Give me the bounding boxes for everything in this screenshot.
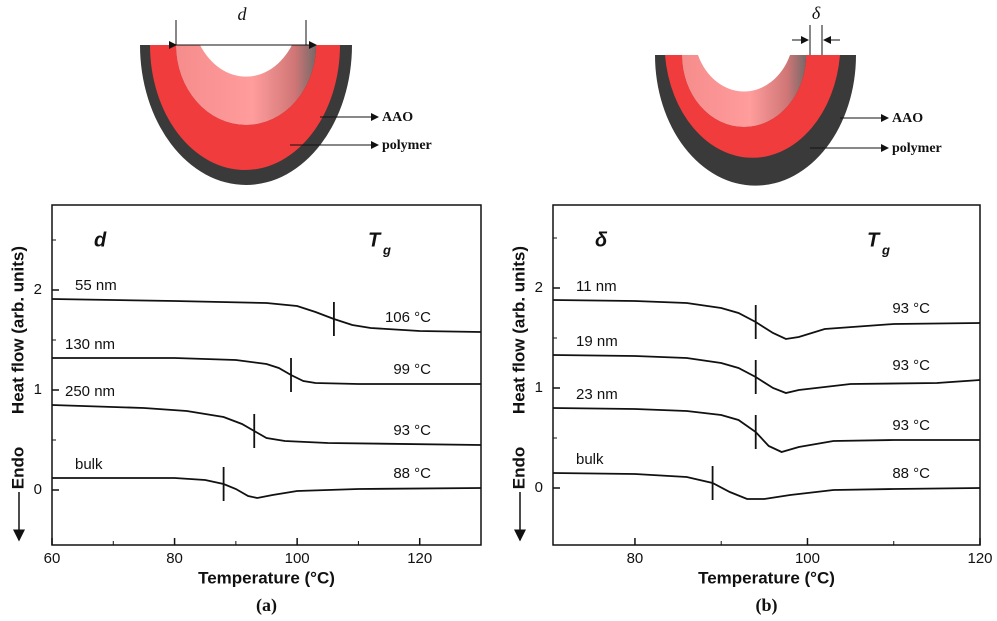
tube-diagram-a — [140, 20, 379, 185]
curve — [552, 354, 981, 394]
tg-header: T — [867, 229, 881, 251]
series-label: bulk — [75, 456, 103, 473]
x-tick-label: 100 — [795, 550, 820, 567]
y-tick-label: 1 — [535, 379, 543, 396]
curve — [52, 477, 482, 499]
plot-frame — [552, 204, 981, 546]
tg-value-label: 93 °C — [892, 300, 930, 317]
curve — [552, 407, 980, 453]
y-tick-label: 2 — [535, 279, 543, 296]
tg-value-label: 88 °C — [892, 465, 930, 482]
tg-value-label: 106 °C — [385, 309, 431, 326]
series-label: 250 nm — [65, 383, 115, 400]
tg-value-label: 88 °C — [393, 465, 431, 482]
polymer-label: polymer — [382, 138, 432, 153]
tube-diagram-b — [655, 25, 889, 186]
panel-label: (b) — [756, 595, 778, 616]
tg-header-sub: g — [881, 242, 890, 257]
x-axis-label: Temperature (°C) — [698, 568, 835, 587]
curve — [51, 298, 482, 333]
series-label: 19 nm — [576, 333, 618, 350]
tg-value-label: 93 °C — [892, 357, 930, 374]
y-axis-label: Heat flow (arb. units) — [509, 246, 528, 414]
x-tick-label: 80 — [627, 550, 644, 567]
aao-label: AAO — [892, 111, 923, 126]
y-tick-label: 0 — [535, 479, 543, 496]
symbol-header: d — [94, 229, 107, 251]
symbol-header: δ — [595, 229, 608, 251]
series-label: bulk — [576, 451, 604, 468]
tg-value-label: 93 °C — [393, 422, 431, 439]
y-tick-label: 2 — [34, 281, 42, 298]
x-tick-label: 120 — [407, 550, 432, 567]
aao-label: AAO — [382, 110, 413, 125]
y-tick-label: 0 — [34, 481, 42, 498]
plot-frame — [51, 204, 482, 546]
curve — [552, 299, 981, 340]
y-tick-label: 1 — [34, 381, 42, 398]
panel-label: (a) — [256, 595, 277, 616]
curve — [51, 404, 482, 446]
dimension-label: δ — [812, 3, 821, 23]
y-axis-label: Heat flow (arb. units) — [8, 246, 27, 414]
curve — [52, 357, 481, 385]
tg-header: T — [368, 229, 382, 251]
tg-value-label: 93 °C — [892, 417, 930, 434]
series-label: 23 nm — [576, 386, 618, 403]
series-label: 130 nm — [65, 336, 115, 353]
polymer-label: polymer — [892, 141, 942, 156]
endo-label: Endo — [8, 447, 27, 490]
x-tick-label: 60 — [44, 550, 61, 567]
dimension-label: d — [238, 4, 248, 24]
x-tick-label: 100 — [285, 550, 310, 567]
endo-label: Endo — [509, 447, 528, 490]
x-tick-label: 80 — [166, 550, 183, 567]
series-label: 55 nm — [75, 277, 117, 294]
series-label: 11 nm — [576, 278, 617, 295]
tg-header-sub: g — [382, 242, 391, 257]
tg-value-label: 99 °C — [393, 361, 431, 378]
x-axis-label: Temperature (°C) — [198, 568, 335, 587]
x-tick-label: 120 — [967, 550, 992, 567]
curve — [552, 472, 981, 500]
